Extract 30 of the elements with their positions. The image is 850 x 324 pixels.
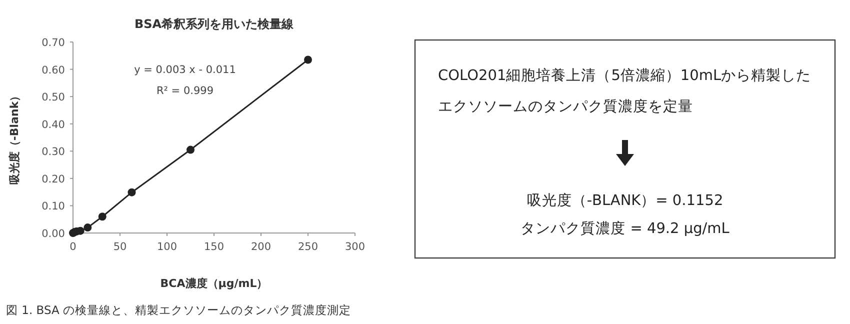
- x-tick-label: 50: [113, 241, 127, 253]
- point: [128, 188, 136, 196]
- x-tick-label: 200: [250, 241, 272, 253]
- x-axis-title: BCA濃度（μg/mL）: [160, 277, 268, 290]
- point: [186, 146, 194, 154]
- y-tick-label: 0.40: [42, 118, 65, 131]
- annotation: y = 0.003 x - 0.011: [134, 64, 236, 76]
- y-tick-label: 0.50: [42, 92, 65, 104]
- y-tick-label: 0.20: [42, 173, 65, 186]
- x-tick-label: 0: [70, 241, 76, 253]
- x-tick-label: 250: [298, 241, 318, 253]
- point: [304, 56, 312, 64]
- x-tick-label: 150: [204, 241, 224, 253]
- chart-title: BSA希釈系列を用いた検量線: [134, 17, 295, 31]
- annotation: R² = 0.999: [156, 85, 214, 97]
- text: 吸光度（-BLANK）= 0.1152: [526, 192, 724, 209]
- y-axis-title: 吸光度（-Blank）: [8, 90, 21, 185]
- point: [84, 224, 92, 232]
- y-tick-label: 0.70: [42, 37, 65, 49]
- text: COLO201細胞培養上清（5倍濃縮）10mLから精製した: [438, 67, 812, 84]
- x-tick-label: 100: [156, 241, 178, 253]
- y-tick-label: 0.60: [42, 64, 65, 76]
- text: エクソソームのタンパク質濃度を定量: [438, 98, 693, 115]
- x-tick-label: 300: [344, 241, 366, 253]
- point: [98, 212, 106, 221]
- caption: 図 1. BSA の検量線と、精製エクソソームのタンパク質濃度測定: [6, 303, 352, 317]
- text: タンパク質濃度 = 49.2 μg/mL: [520, 220, 730, 237]
- y-tick-label: 0.30: [42, 146, 65, 158]
- y-tick-label: 0.00: [42, 228, 65, 240]
- y-tick-label: 0.10: [42, 200, 65, 213]
